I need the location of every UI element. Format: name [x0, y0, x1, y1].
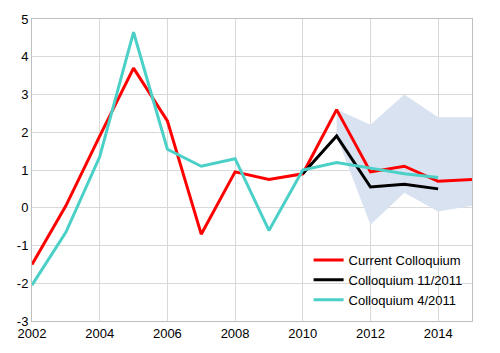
- svg-text:2004: 2004: [85, 326, 114, 341]
- svg-text:Current Colloquium: Current Colloquium: [349, 253, 461, 268]
- svg-text:-2: -2: [17, 276, 29, 291]
- svg-text:5: 5: [21, 12, 28, 27]
- svg-text:2006: 2006: [153, 326, 182, 341]
- svg-text:4: 4: [21, 49, 28, 64]
- svg-text:2014: 2014: [424, 326, 453, 341]
- svg-text:2002: 2002: [18, 326, 47, 341]
- svg-text:Colloquium 11/2011: Colloquium 11/2011: [349, 273, 463, 288]
- svg-text:2010: 2010: [288, 326, 317, 341]
- svg-text:1: 1: [21, 163, 28, 178]
- svg-text:2012: 2012: [356, 326, 385, 341]
- svg-text:-3: -3: [17, 314, 29, 329]
- svg-text:2: 2: [21, 125, 28, 140]
- svg-text:3: 3: [21, 87, 28, 102]
- svg-text:-1: -1: [17, 238, 29, 253]
- svg-text:2008: 2008: [221, 326, 250, 341]
- svg-text:0: 0: [21, 200, 28, 215]
- svg-text:Colloquium 4/2011: Colloquium 4/2011: [349, 293, 456, 308]
